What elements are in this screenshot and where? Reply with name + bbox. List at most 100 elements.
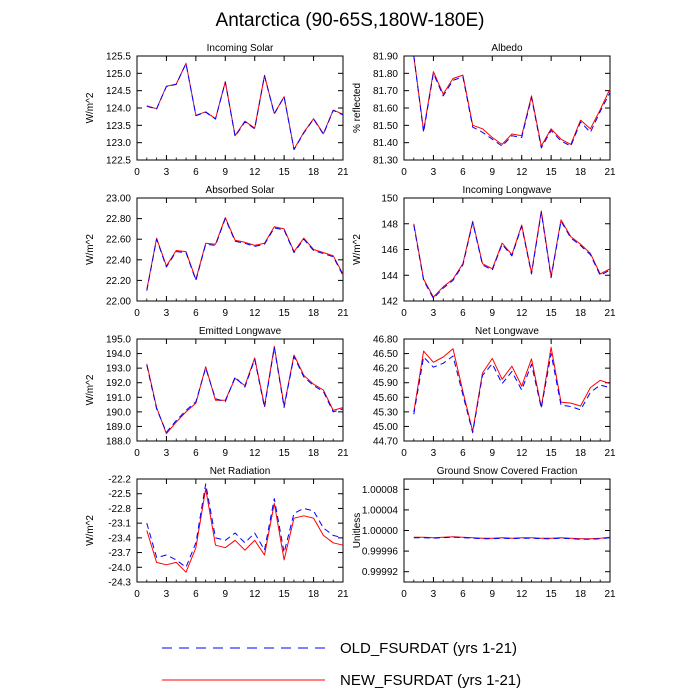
x-tick-label: 21 — [604, 589, 616, 600]
x-tick-label: 6 — [193, 589, 199, 600]
x-tick-label: 6 — [193, 167, 199, 178]
panel-title: Net Longwave — [475, 326, 539, 337]
y-tick-label: 0.99996 — [362, 547, 399, 558]
x-tick-label: 18 — [575, 448, 587, 459]
x-tick-label: 12 — [249, 589, 261, 600]
x-tick-label: 0 — [134, 308, 140, 319]
y-tick-label: 46.50 — [373, 349, 398, 360]
x-tick-label: 0 — [401, 308, 407, 319]
y-tick-label: 193.0 — [106, 364, 131, 375]
y-tick-label: -22.5 — [108, 489, 131, 500]
y-tick-label: -23.7 — [108, 548, 131, 559]
legend-new-label: NEW_FSURDAT (yrs 1-21) — [340, 672, 521, 689]
legend: OLD_FSURDAT (yrs 1-21) NEW_FSURDAT (yrs 1… — [162, 640, 521, 689]
panel-title: Ground Snow Covered Fraction — [437, 466, 578, 477]
x-tick-label: 3 — [164, 308, 170, 319]
x-tick-label: 9 — [490, 167, 496, 178]
x-tick-label: 18 — [308, 308, 320, 319]
y-axis-label: W/m^2 — [85, 92, 96, 123]
legend-old-label: OLD_FSURDAT (yrs 1-21) — [340, 640, 517, 657]
y-tick-label: 192.0 — [106, 378, 131, 389]
panel-incoming-solar: 0 3 6 9 12 15 18 21 122.5 123.0 123.5 124.0 124.5 125… — [85, 43, 349, 178]
y-tick-label: -24.0 — [108, 563, 131, 574]
x-tick-label: 21 — [337, 589, 349, 600]
panel-ground-snow-covered-fraction: 0 3 6 9 12 15 18 21 0.99992 0.99996 1.00000 1.00004… — [352, 466, 616, 600]
x-tick-label: 18 — [575, 589, 587, 600]
series-new-line — [413, 55, 611, 147]
y-tick-label: 44.70 — [373, 437, 398, 448]
y-tick-label: 191.0 — [106, 393, 131, 404]
y-tick-label: 125.0 — [106, 69, 131, 80]
x-tick-label: 9 — [223, 589, 229, 600]
y-tick-label: 190.0 — [106, 407, 131, 418]
y-tick-label: -22.8 — [108, 504, 131, 515]
series-new-line — [146, 345, 344, 435]
y-tick-label: 1.00008 — [362, 485, 399, 496]
x-tick-label: 21 — [337, 448, 349, 459]
x-tick-label: 6 — [193, 448, 199, 459]
y-tick-label: 123.5 — [106, 121, 131, 132]
series-new-line — [413, 210, 611, 298]
x-tick-label: 3 — [431, 448, 437, 459]
y-tick-label: 125.5 — [106, 52, 131, 63]
y-tick-label: 46.20 — [373, 364, 398, 375]
x-tick-label: 9 — [490, 308, 496, 319]
series-old-line — [146, 483, 344, 568]
panel-title: Incoming Solar — [207, 43, 274, 54]
x-tick-label: 12 — [516, 448, 528, 459]
x-tick-label: 15 — [546, 448, 558, 459]
y-tick-label: 150 — [381, 194, 398, 205]
x-tick-label: 21 — [604, 308, 616, 319]
panel-incoming-longwave: 0 3 6 9 12 15 18 21 142 144 146 148 150 Incoming Long… — [352, 185, 616, 319]
figure-title: Antarctica (90-65S,180W-180E) — [215, 10, 485, 31]
x-tick-label: 0 — [134, 167, 140, 178]
plot-frame — [136, 478, 344, 583]
plot-frame — [403, 338, 611, 442]
series-old-line — [146, 218, 344, 291]
y-tick-label: 45.30 — [373, 407, 398, 418]
panel-title: Net Radiation — [210, 466, 271, 477]
x-tick-label: 18 — [308, 167, 320, 178]
y-tick-label: 146 — [381, 245, 398, 256]
series-new-line — [146, 62, 344, 150]
series-new-line — [413, 536, 611, 540]
x-tick-label: 9 — [223, 308, 229, 319]
y-axis-label: % reflected — [352, 83, 363, 133]
panel-title: Incoming Longwave — [463, 185, 552, 196]
y-tick-label: 23.00 — [106, 194, 131, 205]
series-old-line — [146, 63, 344, 151]
y-tick-label: 1.00004 — [362, 505, 399, 516]
x-tick-label: 18 — [308, 589, 320, 600]
panel-title: Albedo — [491, 43, 523, 54]
y-tick-label: 22.00 — [106, 297, 131, 308]
panel-absorbed-solar: 0 3 6 9 12 15 18 21 22.00 22.20 22.40 22.60 22.80 23.… — [85, 185, 349, 319]
x-tick-label: 9 — [223, 448, 229, 459]
y-tick-label: 81.90 — [373, 52, 398, 63]
y-tick-label: 81.70 — [373, 86, 398, 97]
x-tick-label: 0 — [401, 448, 407, 459]
x-tick-label: 3 — [164, 167, 170, 178]
x-tick-label: 3 — [164, 448, 170, 459]
y-tick-label: -23.1 — [108, 519, 131, 530]
x-tick-label: 15 — [279, 167, 291, 178]
x-tick-label: 6 — [193, 308, 199, 319]
plot-frame — [403, 478, 611, 583]
x-tick-label: 9 — [223, 167, 229, 178]
x-tick-label: 9 — [490, 589, 496, 600]
panel-albedo: 0 3 6 9 12 15 18 21 81.30 81.40 81.50 81.60 81.70 81.… — [352, 43, 616, 178]
y-tick-label: -23.4 — [108, 533, 131, 544]
series-new-line — [146, 217, 344, 290]
series-old-line — [413, 211, 611, 299]
y-tick-label: 81.60 — [373, 104, 398, 115]
y-tick-label: 45.00 — [373, 422, 398, 433]
y-tick-label: 195.0 — [106, 335, 131, 346]
y-tick-label: 148 — [381, 219, 398, 230]
panel-title: Absorbed Solar — [206, 185, 276, 196]
x-tick-label: 15 — [546, 589, 558, 600]
panel-net-radiation: 0 3 6 9 12 15 18 21 -22.2 -22.5 -22.8 -23.1 -23.4 -23… — [85, 466, 349, 600]
y-tick-label: 124.5 — [106, 86, 131, 97]
x-tick-label: 15 — [279, 308, 291, 319]
y-axis-label: W/m^2 — [352, 234, 363, 265]
y-tick-label: 189.0 — [106, 422, 131, 433]
